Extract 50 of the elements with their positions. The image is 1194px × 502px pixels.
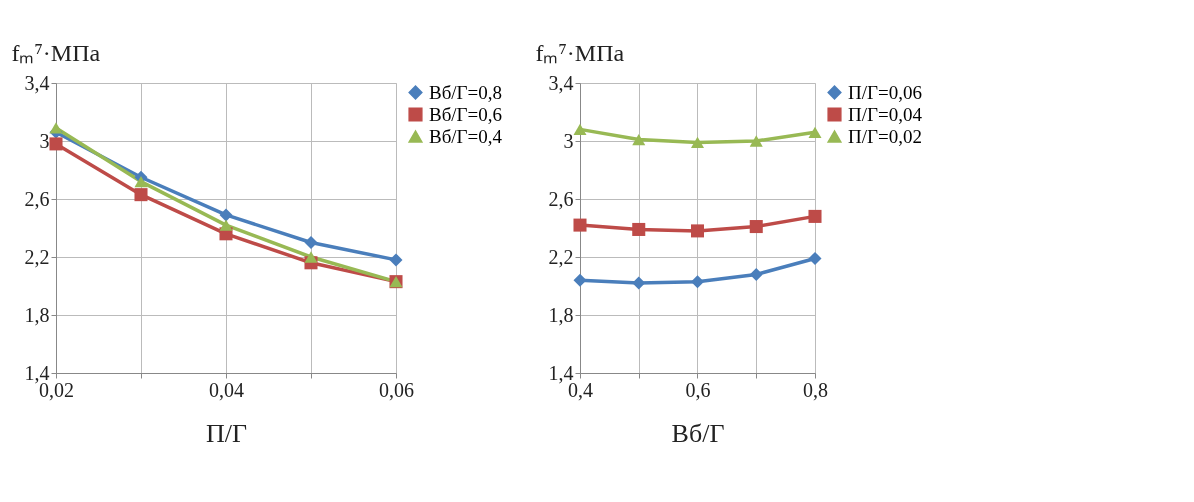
point bbox=[632, 222, 646, 236]
y-tick-label: 3,4 bbox=[548, 71, 574, 94]
x-tick-label: 0,8 bbox=[803, 378, 828, 401]
x-axis-title: Вб/Г bbox=[671, 418, 725, 448]
legend-label: П/Г=0,04 bbox=[848, 103, 923, 125]
point bbox=[749, 220, 763, 234]
point bbox=[632, 276, 646, 290]
x-axis-title: П/Г bbox=[205, 418, 248, 448]
y-tick-label: 3,4 bbox=[24, 71, 50, 94]
point bbox=[304, 251, 318, 263]
y-tick-label: 1,4 bbox=[548, 361, 574, 384]
legend-label: Вб/Г=0,4 bbox=[429, 125, 503, 147]
point bbox=[573, 273, 587, 287]
legend-label: Вб/Г=0,8 bbox=[429, 81, 503, 103]
y-tick-label: 2,6 bbox=[24, 187, 50, 210]
x-tick-label: 0,06 bbox=[379, 378, 414, 401]
point bbox=[690, 136, 705, 149]
point bbox=[573, 218, 587, 232]
point bbox=[219, 219, 233, 231]
point bbox=[389, 253, 403, 267]
point bbox=[134, 188, 148, 202]
x-tick-label: 0,6 bbox=[685, 378, 711, 401]
y-tick-label: 2,6 bbox=[548, 187, 574, 210]
y-tick-label: 2,2 bbox=[548, 245, 574, 268]
point bbox=[749, 267, 763, 281]
x-tick-label: 0,04 bbox=[209, 378, 244, 401]
point bbox=[749, 135, 763, 147]
y-tick-label: 2,2 bbox=[24, 245, 50, 268]
y-axis-title: fₘ⁷·МПа bbox=[11, 39, 101, 66]
point bbox=[808, 126, 822, 138]
y-tick-label: 3 bbox=[563, 129, 574, 152]
point bbox=[134, 175, 148, 188]
point bbox=[304, 235, 318, 250]
point bbox=[49, 122, 63, 134]
legend-label: П/Г=0,06 bbox=[848, 81, 922, 103]
y-tick-label: 1,4 bbox=[24, 361, 50, 384]
point bbox=[49, 137, 63, 151]
point bbox=[219, 208, 233, 222]
point bbox=[690, 275, 705, 289]
y-tick-label: 1,8 bbox=[24, 303, 50, 326]
point bbox=[573, 123, 587, 136]
point bbox=[808, 209, 822, 223]
y-axis-title: fₘ⁷·МПа bbox=[535, 39, 625, 66]
legend-label: П/Г=0,02 bbox=[848, 125, 922, 147]
y-tick-label: 3 bbox=[39, 129, 50, 152]
point bbox=[808, 251, 822, 265]
legend-label: Вб/Г=0,6 bbox=[429, 103, 503, 125]
point bbox=[632, 133, 646, 146]
y-tick-label: 1,8 bbox=[548, 303, 574, 326]
point bbox=[690, 224, 705, 238]
